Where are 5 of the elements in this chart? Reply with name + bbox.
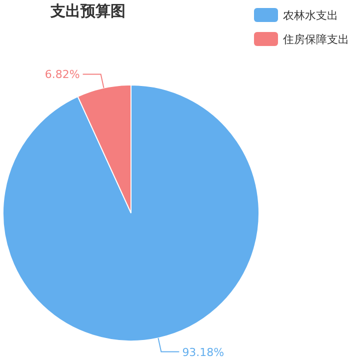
legend-label: 农林水支出 <box>283 9 338 22</box>
legend-label: 住房保障支出 <box>283 33 349 46</box>
data-label: 93.18% <box>182 346 224 359</box>
chart-title: 支出预算图 <box>50 2 126 20</box>
data-label: 6.82% <box>44 68 80 82</box>
